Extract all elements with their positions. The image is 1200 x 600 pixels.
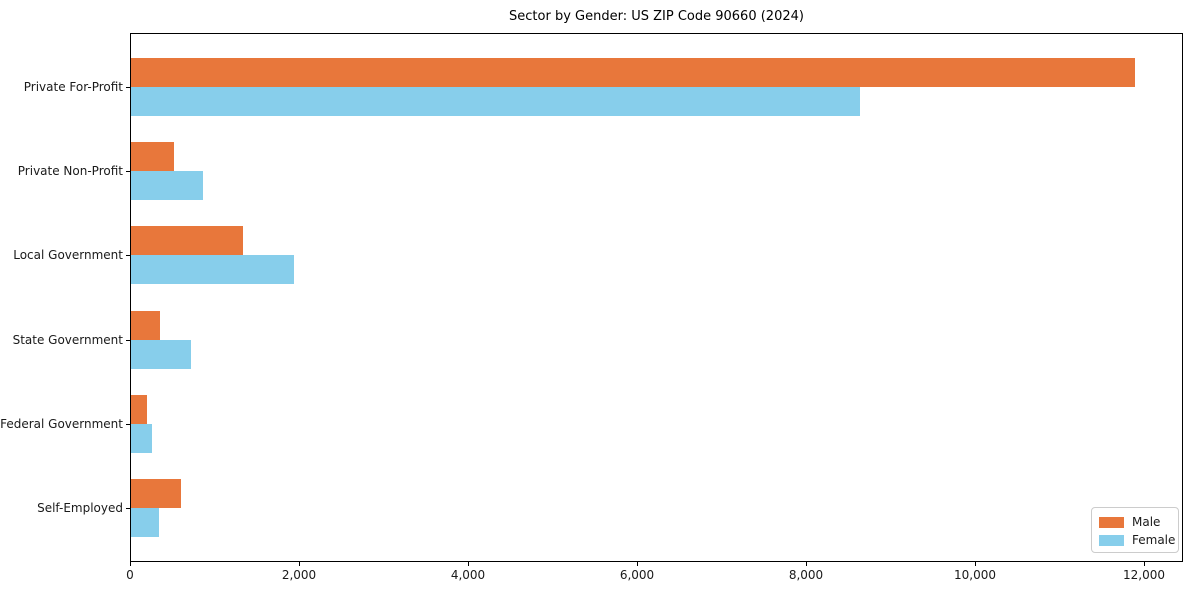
legend-swatch-female-icon	[1099, 534, 1124, 546]
y-tick-label: State Government	[12, 333, 123, 347]
bar-male-2	[131, 226, 244, 256]
x-tick-mark	[299, 562, 300, 566]
bar-male-3	[131, 310, 160, 340]
legend-label-male: Male	[1132, 515, 1161, 529]
bar-female-1	[131, 170, 203, 200]
bar-male-0	[131, 57, 1135, 87]
x-tick-mark	[806, 562, 807, 566]
y-tick-mark	[126, 424, 130, 425]
bar-female-5	[131, 508, 159, 538]
x-tick-label: 6,000	[619, 568, 655, 582]
x-tick-label: 8,000	[788, 568, 824, 582]
x-tick-mark	[975, 562, 976, 566]
x-tick-label: 2,000	[281, 568, 317, 582]
legend-label-female: Female	[1132, 533, 1176, 547]
y-tick-mark	[126, 171, 130, 172]
bar-male-1	[131, 141, 174, 171]
y-tick-mark	[126, 340, 130, 341]
legend-item-female: Female	[1099, 531, 1175, 549]
bar-female-2	[131, 255, 294, 285]
bar-female-3	[131, 339, 192, 369]
x-tick-label: 4,000	[450, 568, 486, 582]
x-tick-mark	[637, 562, 638, 566]
bar-female-0	[131, 86, 861, 116]
y-tick-label: Federal Government	[0, 417, 123, 431]
y-tick-label: Private Non-Profit	[17, 164, 123, 178]
legend: Male Female	[1091, 507, 1179, 553]
y-tick-label: Local Government	[13, 248, 123, 262]
legend-swatch-male-icon	[1099, 516, 1124, 528]
x-tick-label: 0	[126, 568, 134, 582]
x-tick-mark	[468, 562, 469, 566]
legend-item-male: Male	[1099, 513, 1171, 531]
y-tick-label: Private For-Profit	[23, 80, 123, 94]
y-tick-mark	[126, 87, 130, 88]
x-tick-label: 12,000	[1123, 568, 1165, 582]
bar-female-4	[131, 424, 153, 454]
bar-male-4	[131, 395, 147, 425]
plot-area	[130, 33, 1183, 562]
chart-title: Sector by Gender: US ZIP Code 90660 (202…	[509, 9, 804, 24]
y-tick-label: Self-Employed	[37, 501, 123, 515]
y-tick-mark	[126, 255, 130, 256]
x-tick-mark	[130, 562, 131, 566]
x-tick-label: 10,000	[954, 568, 996, 582]
y-tick-mark	[126, 508, 130, 509]
x-tick-mark	[1144, 562, 1145, 566]
bar-male-5	[131, 479, 181, 509]
